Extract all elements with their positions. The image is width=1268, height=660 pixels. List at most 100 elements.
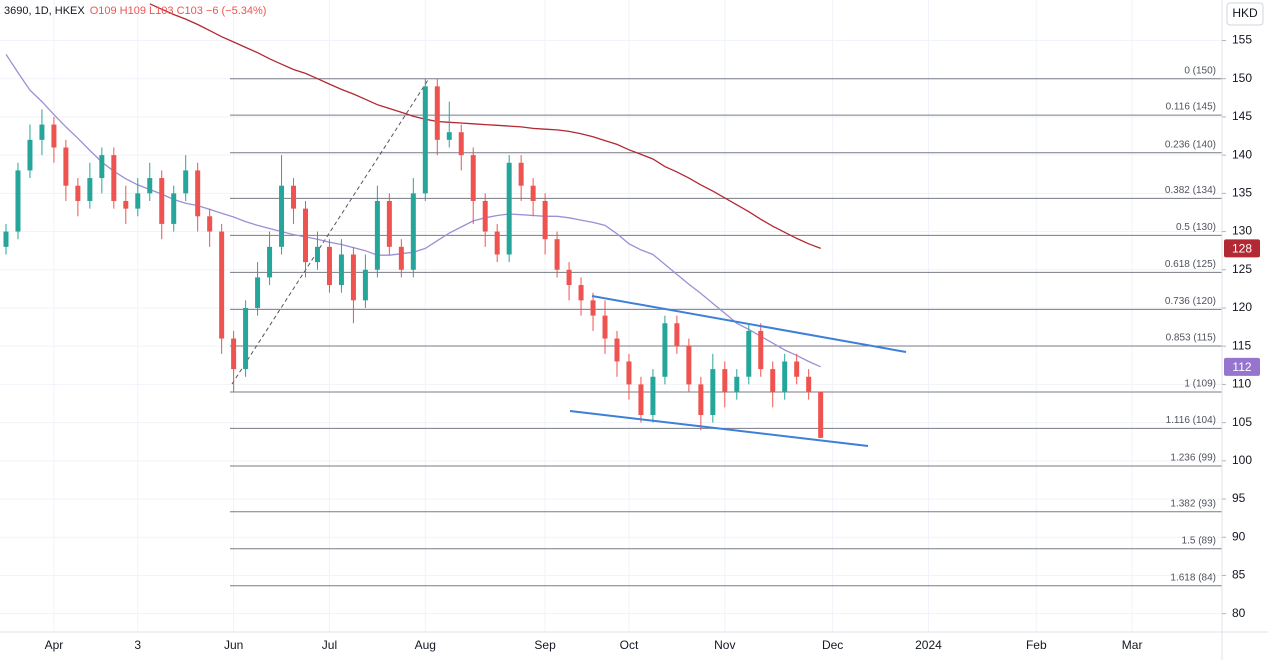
candle-body [398,246,404,270]
candle-body [75,185,81,201]
candle-body [554,239,560,270]
price-badge [1224,239,1260,258]
candle-body [207,216,213,232]
candle-body [255,277,261,308]
y-tick-label: 150 [1232,71,1252,85]
candle-body [362,269,368,301]
candle-body [602,315,608,339]
candle-body [434,86,440,140]
y-tick-label: 140 [1232,147,1252,161]
candle-body [147,178,153,194]
candle-body [51,124,57,148]
candle-body [518,162,524,186]
x-tick-label: Dec [822,638,843,652]
y-tick-label: 90 [1232,529,1246,543]
candle-body [338,254,344,286]
candle-body [686,346,692,385]
x-tick-label: Jun [224,638,243,652]
candle-body [314,246,320,263]
trend-line-lower [569,410,869,447]
candle-body [39,124,45,140]
fib-label: 0.116 (145) [1166,102,1216,113]
candle-body [506,162,512,255]
candle-body [422,86,428,194]
moving-average-line [149,3,821,250]
candle-body [267,246,273,278]
y-tick-label: 135 [1232,186,1252,200]
candle-body [171,193,177,224]
fib-label: 1 (109) [1184,379,1216,390]
candle-body [674,323,680,347]
candle-body [195,170,201,217]
y-tick-label: 120 [1232,300,1252,314]
candle-body [386,200,392,247]
trend-line-upper [591,295,907,353]
candle-body [710,369,716,415]
y-tick-label: 130 [1232,224,1252,238]
candle-body [27,139,33,171]
fib-label: 0.853 (115) [1166,333,1216,344]
candle-body [806,376,812,393]
x-tick-label: Sep [534,638,556,652]
price-badge-label: 128 [1232,242,1252,256]
fib-trend-line [231,79,429,385]
y-tick-label: 100 [1232,453,1252,467]
candle-body [818,392,824,438]
currency-box [1226,2,1264,26]
candle-body [758,330,764,370]
x-tick-label: Oct [620,638,639,652]
candle-body [219,231,225,339]
candle-body [3,231,9,247]
candle-body [87,178,93,201]
y-tick-label: 155 [1232,33,1252,47]
candle-body [470,155,476,201]
x-tick-label: Apr [45,638,64,652]
candle-body [482,200,488,232]
candle-body [578,285,584,301]
candle-body [770,369,776,393]
y-tick-label: 105 [1232,415,1252,429]
candle-body [614,338,620,362]
candle-body [303,208,308,263]
fib-label: 1.236 (99) [1170,453,1216,464]
candle-body [542,200,548,240]
candle-body [279,185,285,247]
fib-label: 0.236 (140) [1165,139,1216,150]
candle-body [99,155,105,179]
candle-body [123,200,129,209]
candle-body [291,185,297,209]
candle-body [183,170,189,194]
candle-body [782,361,788,393]
x-tick-label: 3 [134,638,141,652]
candle-body [626,361,632,385]
y-tick-label: 125 [1232,262,1252,276]
candle-body [494,231,500,255]
candle-body [638,384,644,415]
x-tick-label: Jul [322,638,337,652]
y-tick-label: 115 [1232,338,1251,352]
fib-label: 0.618 (125) [1165,259,1216,270]
candle-body [350,254,356,301]
header: 3690, 1D, HKEX O109 H109 L103 C103 −6 (−5… [4,5,266,17]
fib-retracement: 0 (150) 0.116 (145) 0.236 (140) 0.382 (134)… [230,65,1222,587]
grid [0,0,1222,632]
x-tick-label: Mar [1122,638,1143,652]
fib-label: 1.5 (89) [1182,535,1216,546]
axes: 80 85 90 95 100 105 110 115 120 125 130 135 140 145 15… [45,33,1260,652]
candle-body [794,361,800,377]
candles [3,78,824,438]
candle-body [63,147,69,186]
candle-body [566,269,572,286]
fib-label: 1.382 (93) [1170,498,1216,509]
candle-body [231,338,237,370]
candle-body [458,132,464,156]
y-tick-label: 85 [1232,568,1246,582]
price-badge [1224,357,1260,376]
candle-body [746,330,752,377]
y-tick-label: 110 [1232,377,1251,391]
candle-body [590,300,596,316]
x-tick-label: Feb [1026,638,1047,652]
candle-body [15,170,21,232]
